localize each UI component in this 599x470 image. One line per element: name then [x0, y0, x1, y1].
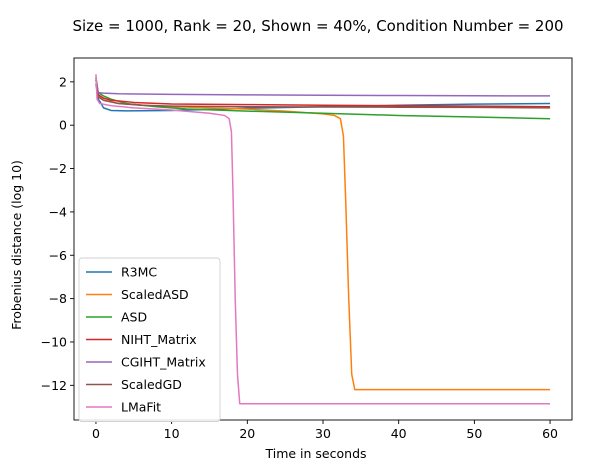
y-tick-label: −10: [41, 334, 67, 349]
series-line-cgiht-matrix: [95, 79, 551, 97]
x-tick-label: 40: [391, 426, 407, 441]
x-tick-label: 20: [239, 426, 255, 441]
chart-title: Size = 1000, Rank = 20, Shown = 40%, Con…: [72, 17, 563, 35]
plot-frame: [73, 57, 573, 421]
legend-label: ASD: [121, 310, 147, 325]
series-line-lmafit: [95, 74, 551, 405]
series-line-niht-matrix: [95, 79, 551, 108]
y-tick-label: 0: [59, 118, 67, 133]
y-axis-ticks: 2 0 −2 −4 −6 −8 −10 −12: [41, 74, 74, 393]
y-tick-label: −12: [41, 378, 67, 393]
x-axis-ticks: 0 10 20 30 40 50 60: [92, 420, 558, 441]
x-axis-label: Time in seconds: [264, 446, 366, 461]
y-tick-label: 2: [59, 74, 67, 89]
series-line-asd: [95, 77, 551, 120]
x-tick-label: 10: [164, 426, 180, 441]
legend-label: NIHT_Matrix: [121, 332, 197, 347]
series-lines: [95, 74, 551, 405]
y-tick-label: −6: [49, 248, 67, 263]
y-tick-label: −2: [49, 161, 67, 176]
x-tick-label: 0: [92, 426, 100, 441]
legend: R3MC ScaledASD ASD NIHT_Matrix CGIHT_Matrix S…: [78, 257, 221, 422]
legend-box: [78, 257, 221, 422]
y-tick-label: −4: [49, 204, 67, 219]
legend-label: CGIHT_Matrix: [121, 355, 206, 370]
legend-label: ScaledGD: [121, 377, 182, 392]
x-tick-label: 60: [542, 426, 558, 441]
series-line-scaledgd: [95, 79, 551, 109]
y-axis-label: Frobenius distance (log 10): [9, 160, 24, 330]
x-tick-label: 30: [315, 426, 331, 441]
legend-label: LMaFit: [121, 400, 161, 415]
y-tick-label: −8: [49, 291, 67, 306]
x-tick-label: 50: [466, 426, 482, 441]
legend-label: R3MC: [121, 265, 157, 280]
legend-label: ScaledASD: [121, 287, 189, 302]
